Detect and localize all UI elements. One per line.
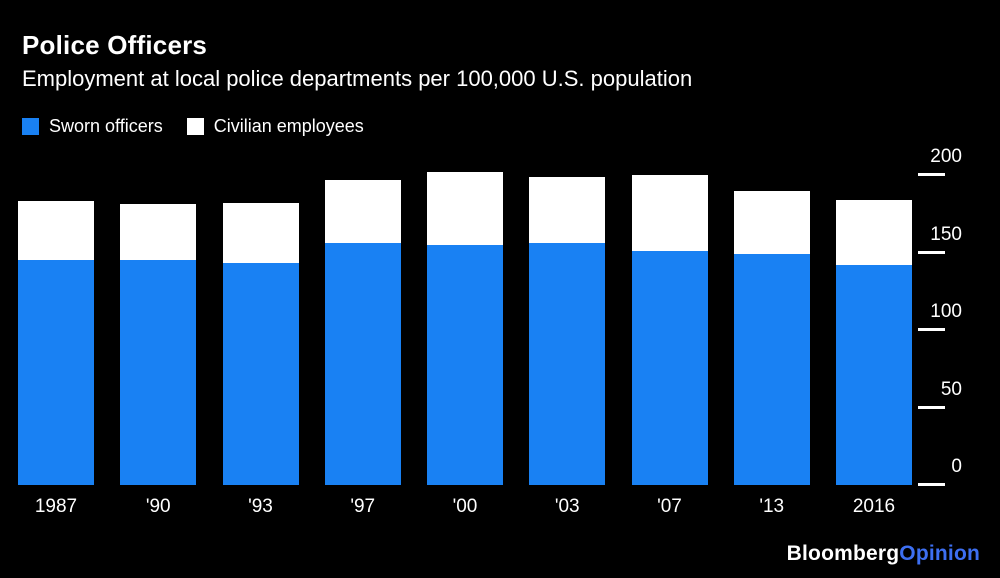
bar-97 [324,179,401,485]
y-tick-label: 50 [940,378,962,400]
x-tick-label: '97 [350,496,376,517]
plot-area [18,171,912,485]
segment-civilian-employees [631,175,708,251]
segment-civilian-employees [427,171,503,245]
legend-label: Civilian employees [213,116,364,136]
x-tick-label: 2016 [852,496,896,517]
chart-subtitle: Employment at local police departments p… [22,66,693,91]
segment-sworn-officers [120,260,197,485]
segment-sworn-officers [222,263,299,485]
segment-sworn-officers [324,243,401,485]
y-tick-label: 0 [951,456,962,477]
bar-03 [529,176,606,485]
y-tick-label: 200 [930,146,962,167]
y-tick-mark [918,405,945,409]
y-tick-label: 100 [930,301,962,322]
x-tick-label: 1987 [34,496,78,517]
segment-civilian-employees [120,204,197,261]
segment-sworn-officers [18,260,94,485]
segment-civilian-employees [18,201,94,261]
bar-13 [733,190,810,485]
legend-swatch-blue-icon [22,118,39,135]
x-tick-label: '03 [554,496,580,517]
legend-label: Sworn officers [49,116,163,136]
opinion-wordmark: Opinion [899,542,980,565]
x-tick-label: '93 [248,496,273,517]
x-tick-label: '13 [759,496,785,517]
y-tick-mark [918,328,945,331]
segment-civilian-employees [733,190,810,255]
legend: Sworn officers Civilian employees [22,116,364,137]
segment-civilian-employees [324,179,401,244]
legend-swatch-white-icon [186,118,204,135]
bar-90 [120,204,197,485]
x-tick-label: '00 [452,496,478,517]
legend-item-civilian-employees: Civilian employees [186,116,364,137]
segment-sworn-officers [836,264,912,485]
legend-item-sworn-officers: Sworn officers [22,116,163,137]
bar-93 [222,202,299,485]
segment-civilian-employees [836,199,912,265]
x-tick-label: '90 [145,496,171,517]
y-tick-mark [918,483,945,486]
bloomberg-wordmark: Bloomberg [786,542,900,565]
bar-1987 [18,201,94,485]
x-tick-label: '07 [657,496,682,517]
segment-sworn-officers [631,250,708,485]
segment-civilian-employees [529,176,606,244]
chart-title: Police Officers [22,30,208,60]
bloomberg-opinion-logo: BloombergOpinion [787,542,980,566]
segment-sworn-officers [529,243,606,485]
segment-sworn-officers [427,244,503,485]
x-axis-labels: 1987 '90 '93 '97 '00 '03 '07 '13 2016 [18,496,912,518]
y-axis: 0 50 100 150 200 [916,147,962,486]
y-tick-label: 150 [930,223,962,245]
bar-00 [427,171,503,485]
y-tick-mark [918,250,945,254]
segment-sworn-officers [733,254,810,485]
bar-07 [631,175,708,485]
segment-civilian-employees [222,202,299,264]
bar-2016 [836,199,912,485]
y-tick-mark [918,173,945,176]
